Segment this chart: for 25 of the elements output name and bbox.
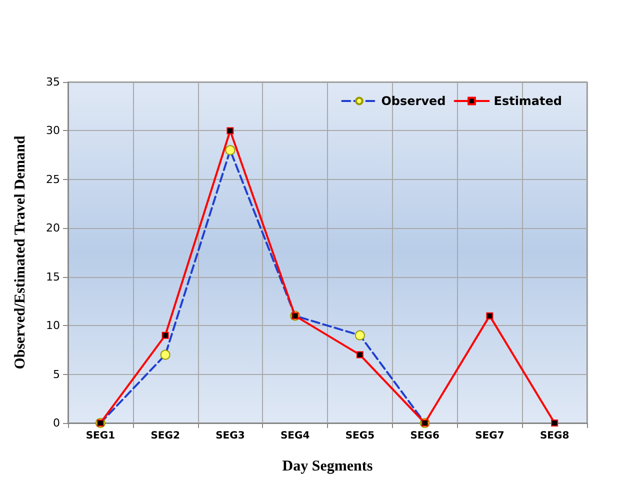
x-tick-label: SEG8 — [540, 430, 570, 442]
x-tick-label: SEG6 — [410, 430, 440, 442]
y-tick-label: 10 — [46, 319, 60, 332]
x-tick-label: SEG7 — [475, 430, 504, 442]
x-tick-label: SEG4 — [280, 430, 310, 442]
y-tick-label: 25 — [46, 172, 60, 186]
y-tick-label: 15 — [46, 270, 60, 284]
x-tick-label: SEG3 — [216, 430, 245, 442]
point — [226, 127, 234, 134]
y-tick-label: 20 — [46, 222, 60, 235]
x-tick-label: SEG5 — [345, 430, 375, 442]
point — [162, 332, 169, 339]
x-tick-label: SEG1 — [86, 430, 116, 442]
y-tick-label: 35 — [46, 76, 60, 88]
y-tick-label: 30 — [46, 124, 60, 138]
y-tick-label: 5 — [53, 368, 60, 381]
y-axis-title: Observed/Estimated Travel Demand — [12, 135, 28, 370]
x-tick-label: SEG2 — [150, 430, 180, 442]
legend-label: Observed — [381, 94, 446, 108]
x-axis-title: Day Segments — [282, 458, 373, 474]
point — [486, 312, 494, 320]
point — [356, 351, 364, 358]
point — [551, 420, 558, 426]
legend-label: Estimated — [494, 94, 562, 108]
y-tick-label: 0 — [53, 416, 60, 430]
